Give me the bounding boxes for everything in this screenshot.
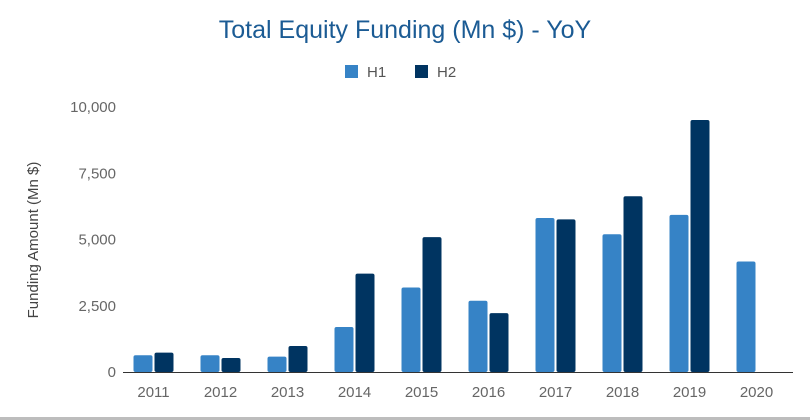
legend-swatch-h1 <box>345 65 358 78</box>
bar-h1-2017 <box>535 218 555 372</box>
bar-h1-2020 <box>736 261 756 372</box>
bar-h1-2016 <box>468 300 488 372</box>
bar-h2-2018 <box>623 196 643 372</box>
x-tick-label: 2019 <box>673 384 706 401</box>
x-tick-label: 2015 <box>405 384 438 401</box>
bar-h2-2011 <box>154 352 174 372</box>
x-tick-label: 2012 <box>204 384 237 401</box>
bar-h1-2018 <box>602 234 622 372</box>
bar-h2-2016 <box>489 313 509 372</box>
bar-h1-2014 <box>334 326 354 372</box>
x-tick-label: 2011 <box>137 384 169 401</box>
x-tick-label: 2020 <box>740 384 773 401</box>
x-tick-label: 2014 <box>338 384 371 401</box>
bar-h1-2011 <box>133 355 153 372</box>
y-axis-label: Funding Amount (Mn $) <box>25 162 42 319</box>
y-tick-label: 5,000 <box>78 232 116 249</box>
bar-h2-2012 <box>221 357 241 372</box>
frame-border <box>0 417 810 420</box>
bar-h2-2013 <box>288 346 308 372</box>
legend-swatch-h2 <box>415 65 428 78</box>
x-tick-label: 2018 <box>606 384 639 401</box>
legend-label-h2: H2 <box>437 64 456 81</box>
y-tick-label: 0 <box>108 364 116 381</box>
legend-label-h1: H1 <box>367 64 386 81</box>
bar-h1-2012 <box>200 355 220 372</box>
bar-h1-2015 <box>401 287 421 372</box>
x-tick-label: 2017 <box>539 384 572 401</box>
chart-title: Total Equity Funding (Mn $) - YoY <box>218 16 592 44</box>
x-tick-label: 2013 <box>271 384 304 401</box>
y-tick-label: 2,500 <box>78 298 116 315</box>
bar-h1-2019 <box>669 214 689 372</box>
bar-h1-2013 <box>267 356 287 372</box>
bar-h2-2019 <box>690 119 710 372</box>
x-tick-label: 2016 <box>472 384 505 401</box>
bar-h2-2017 <box>556 219 576 372</box>
bar-h2-2014 <box>355 273 375 372</box>
y-tick-label: 7,500 <box>78 165 116 182</box>
bar-h2-2015 <box>422 237 442 372</box>
y-tick-label: 10,000 <box>70 99 116 116</box>
